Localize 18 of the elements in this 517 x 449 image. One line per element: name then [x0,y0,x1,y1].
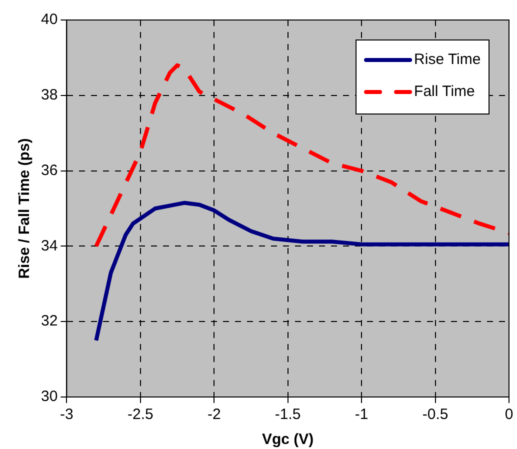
x-tick-label: 0 [504,406,514,424]
y-tick-label: 32 [40,312,58,330]
x-tick-label: -0.5 [422,406,448,424]
x-tick-label: -3 [60,406,74,424]
x-tick-label: -1 [354,406,368,424]
y-tick-label: 40 [40,11,58,28]
y-tick-label: 38 [40,86,58,104]
legend-label: Fall Time [414,83,475,100]
x-tick-label: -1.5 [274,406,301,424]
line-series [94,63,509,248]
x-axis-title: Vgc (V) [262,431,314,448]
x-tick-label: -2.5 [127,406,154,424]
y-tick-label: 30 [40,388,58,406]
y-tick-label: 36 [40,162,58,179]
legend-label: Rise Time [414,51,481,68]
y-tick-label: 34 [40,237,58,254]
y-axis-title: Rise / Fall Time (ps) [16,138,34,279]
x-tick-label: -2 [207,406,221,424]
